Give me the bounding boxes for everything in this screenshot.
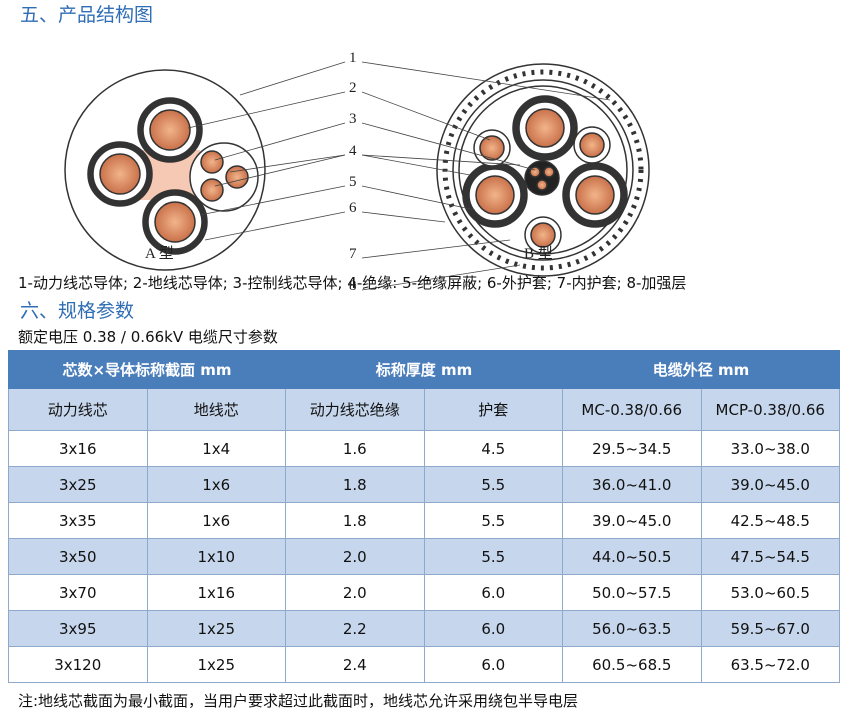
table-row: 3x16 1x4 1.6 4.5 29.5~34.5 33.0~38.0 <box>8 430 840 467</box>
table-cell: 标称厚度 mm <box>285 350 563 389</box>
table-cell: 47.5~54.5 <box>700 538 840 575</box>
table-cell: 护套 <box>423 388 563 431</box>
table-cell: 33.0~38.0 <box>700 430 840 467</box>
cable-a <box>64 69 266 271</box>
table-cell: 1.6 <box>285 430 425 467</box>
table-cell: 1x6 <box>146 466 286 503</box>
table-cell: 50.0~57.5 <box>562 574 702 611</box>
table-cell: 60.5~68.5 <box>562 646 702 683</box>
part-label: 8 <box>349 278 357 294</box>
table-cell: 动力线芯 <box>8 388 148 431</box>
table-cell: 3x95 <box>8 610 148 647</box>
table-row: 3x25 1x6 1.8 5.5 36.0~41.0 39.0~45.0 <box>8 466 840 503</box>
table-cell: 电缆外径 mm <box>562 350 840 389</box>
table-cell: 1x4 <box>146 430 286 467</box>
subtitle: 额定电压 0.38 / 0.66kV 电缆尺寸参数 <box>18 328 278 346</box>
table-row: 3x95 1x25 2.2 6.0 56.0~63.5 59.5~67.0 <box>8 610 840 647</box>
table-cell: 1.8 <box>285 466 425 503</box>
type-label: A 型 <box>145 245 174 262</box>
table-cell: 3x16 <box>8 430 148 467</box>
table-cell: 1x25 <box>146 646 286 683</box>
table-cell: 1x6 <box>146 502 286 539</box>
table-cell: 1x10 <box>146 538 286 575</box>
table-cell: 56.0~63.5 <box>562 610 702 647</box>
table-cell: 3x70 <box>8 574 148 611</box>
table-cell: MCP-0.38/0.66 <box>700 388 840 431</box>
table-cell: 53.0~60.5 <box>700 574 840 611</box>
caption: 1-动力线芯导体; 2-地线芯导体; 3-控制线芯导体; 4-绝缘: 5-绝缘屏… <box>18 274 687 292</box>
leader-lines <box>187 61 611 291</box>
table-cell: 3x25 <box>8 466 148 503</box>
table-cell: 芯数×导体标称截面 mm <box>8 350 286 389</box>
table-cell: 59.5~67.0 <box>700 610 840 647</box>
part-label: 1 <box>349 50 357 66</box>
table-cell: 地线芯 <box>146 388 286 431</box>
table-cell: 44.0~50.5 <box>562 538 702 575</box>
table-cell: 1x25 <box>146 610 286 647</box>
table-row: 3x35 1x6 1.8 5.5 39.0~45.0 42.5~48.5 <box>8 502 840 539</box>
table-cell: 1.8 <box>285 502 425 539</box>
table-cell: 5.5 <box>423 466 563 503</box>
part-label: 5 <box>349 174 357 190</box>
table-cell: 63.5~72.0 <box>700 646 840 683</box>
cable-diagram: 1 2 3 4 5 6 7 8 A 型 B 型 <box>64 50 650 294</box>
table-cell: 6.0 <box>423 646 563 683</box>
table-cell: MC-0.38/0.66 <box>562 388 702 431</box>
table-cell: 3x50 <box>8 538 148 575</box>
table-cell: 2.2 <box>285 610 425 647</box>
table-cell: 3x120 <box>8 646 148 683</box>
table-cell: 5.5 <box>423 502 563 539</box>
table-cell: 2.0 <box>285 574 425 611</box>
table-row: 3x50 1x10 2.0 5.5 44.0~50.5 47.5~54.5 <box>8 538 840 575</box>
table-cell: 6.0 <box>423 574 563 611</box>
table-cell: 39.0~45.0 <box>562 502 702 539</box>
table-cell: 29.5~34.5 <box>562 430 702 467</box>
table-cell: 42.5~48.5 <box>700 502 840 539</box>
part-label: 4 <box>349 143 357 159</box>
table-cell: 3x35 <box>8 502 148 539</box>
table-cell: 2.4 <box>285 646 425 683</box>
part-label: 2 <box>349 80 357 96</box>
table-row: 3x70 1x16 2.0 6.0 50.0~57.5 53.0~60.5 <box>8 574 840 611</box>
table-cell: 动力线芯绝缘 <box>285 388 425 431</box>
table-row: 动力线芯 地线芯 动力线芯绝缘 护套 MC-0.38/0.66 MCP-0.38/0.66 <box>8 388 840 431</box>
table-cell: 36.0~41.0 <box>562 466 702 503</box>
table-row: 3x120 1x25 2.4 6.0 60.5~68.5 63.5~72.0 <box>8 646 840 683</box>
table-row: 芯数×导体标称截面 mm 标称厚度 mm 电缆外径 mm <box>8 350 840 389</box>
section-title: 五、产品结构图 <box>20 4 154 26</box>
table-cell: 6.0 <box>423 610 563 647</box>
note: 注:地线芯截面为最小截面，当用户要求超过此截面时，地线芯允许采用绕包半导电层 <box>18 692 579 710</box>
table-cell: 39.0~45.0 <box>700 466 840 503</box>
part-label: 7 <box>349 246 357 262</box>
table-cell: 1x16 <box>146 574 286 611</box>
table-cell: 2.0 <box>285 538 425 575</box>
part-label: 6 <box>349 200 357 216</box>
table-cell: 4.5 <box>423 430 563 467</box>
cable-b <box>436 63 650 277</box>
type-label: B 型 <box>524 245 553 262</box>
part-label: 3 <box>349 111 357 127</box>
section-title: 六、规格参数 <box>20 300 135 322</box>
table-cell: 5.5 <box>423 538 563 575</box>
spec-table: 芯数×导体标称截面 mm 标称厚度 mm 电缆外径 mm 动力线芯 地线芯 动力线芯绝缘护… <box>8 350 840 683</box>
